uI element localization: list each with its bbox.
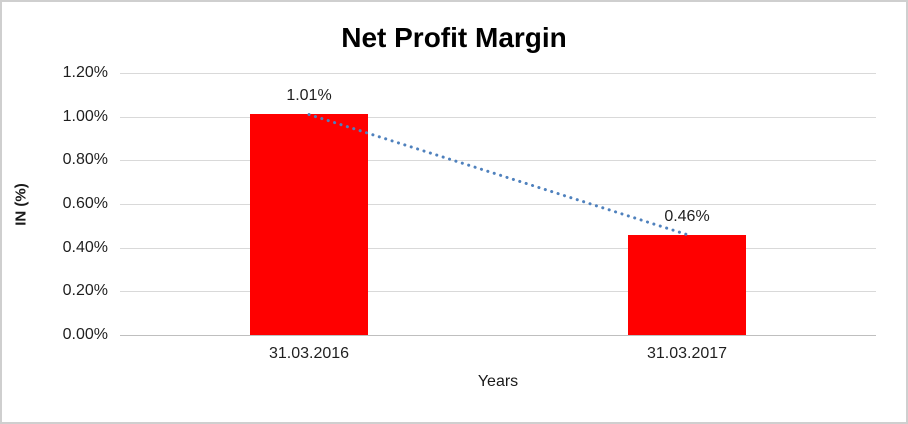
y-tick-label: 0.60% xyxy=(62,195,108,212)
y-tick-label: 0.80% xyxy=(62,151,108,169)
y-tick-label: 1.00% xyxy=(62,107,108,125)
x-category-label: 31.03.2016 xyxy=(268,345,350,362)
gridline xyxy=(120,160,876,162)
x-category-label: 31.03.2017 xyxy=(646,345,728,362)
gridline xyxy=(120,247,876,249)
bar-data-label: 1.01% xyxy=(286,87,332,105)
x-axis-title: Years xyxy=(477,373,519,390)
bar-data-label: 0.46% xyxy=(664,207,710,225)
bar-31.03.2016 xyxy=(250,114,368,335)
bar-31.03.2017 xyxy=(628,234,746,335)
chart-title: Net Profit Margin xyxy=(341,22,567,53)
y-axis-title: IN (%) xyxy=(12,183,30,226)
gridline xyxy=(120,291,876,293)
y-tick-label: 0.00% xyxy=(62,326,108,343)
gridline xyxy=(120,116,876,118)
y-tick-label: 1.20% xyxy=(62,64,108,81)
gridline xyxy=(120,204,876,205)
gridline xyxy=(120,335,876,336)
gridline xyxy=(120,73,876,74)
y-tick-label: 0.40% xyxy=(62,238,108,256)
y-tick-label: 0.20% xyxy=(62,282,108,300)
